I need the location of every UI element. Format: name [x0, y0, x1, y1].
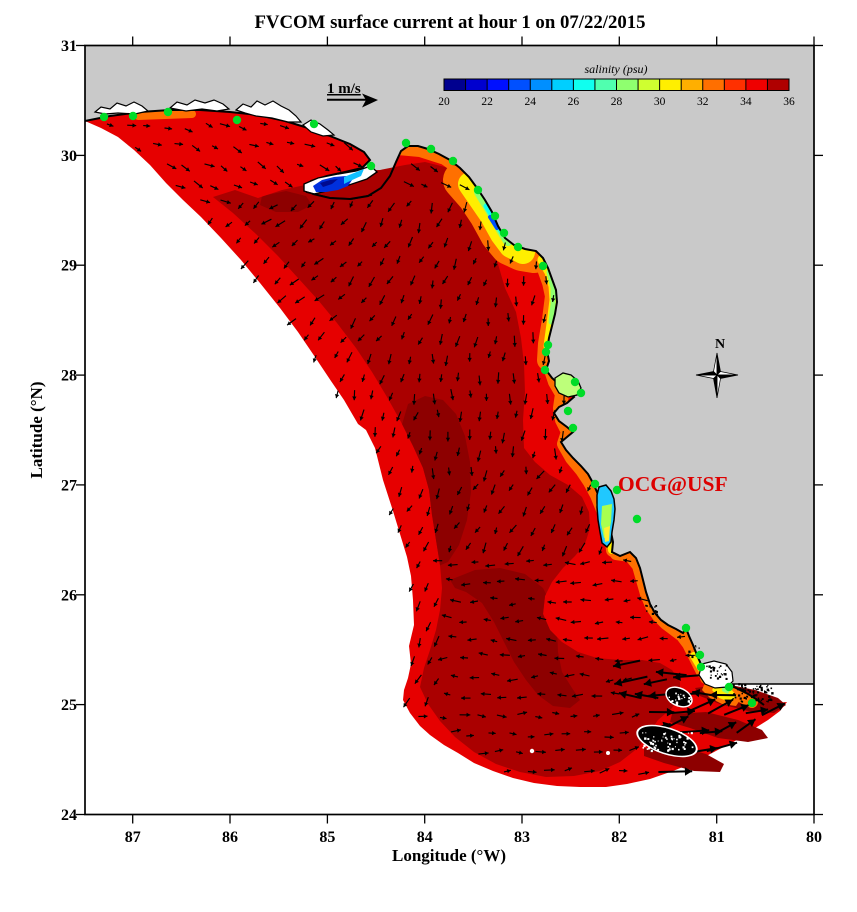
svg-text:86: 86	[222, 829, 238, 846]
svg-text:1 m/s: 1 m/s	[327, 81, 361, 97]
svg-text:N: N	[715, 337, 725, 352]
svg-text:32: 32	[697, 96, 709, 108]
svg-text:28: 28	[61, 368, 77, 385]
svg-text:84: 84	[417, 829, 433, 846]
svg-text:26: 26	[568, 96, 580, 108]
svg-text:34: 34	[740, 96, 752, 108]
svg-text:31: 31	[61, 38, 77, 55]
svg-text:Longitude (°W): Longitude (°W)	[392, 846, 506, 865]
svg-text:85: 85	[319, 829, 335, 846]
svg-text:27: 27	[61, 477, 77, 494]
svg-text:29: 29	[61, 258, 77, 275]
svg-text:82: 82	[611, 829, 627, 846]
svg-text:OCG@USF: OCG@USF	[618, 472, 728, 496]
svg-text:25: 25	[61, 697, 77, 714]
svg-text:87: 87	[125, 829, 141, 846]
svg-text:30: 30	[61, 148, 77, 165]
svg-text:22: 22	[481, 96, 493, 108]
svg-text:20: 20	[438, 96, 450, 108]
svg-text:30: 30	[654, 96, 666, 108]
svg-text:salinity (psu): salinity (psu)	[585, 62, 648, 76]
svg-text:36: 36	[783, 96, 795, 108]
svg-text:83: 83	[514, 829, 530, 846]
svg-text:80: 80	[806, 829, 822, 846]
svg-text:26: 26	[61, 587, 77, 604]
svg-text:28: 28	[611, 96, 623, 108]
svg-text:FVCOM surface current at hour: FVCOM surface current at hour 1 on 07/22…	[254, 12, 645, 33]
svg-text:24: 24	[524, 96, 536, 108]
svg-text:Latitude (°N): Latitude (°N)	[27, 382, 46, 479]
svg-text:24: 24	[61, 807, 77, 824]
svg-text:81: 81	[709, 829, 725, 846]
